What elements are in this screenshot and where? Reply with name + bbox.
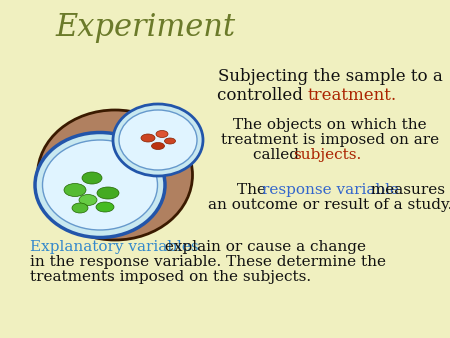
Text: called: called	[253, 148, 304, 162]
Text: Subjecting the sample to a: Subjecting the sample to a	[218, 68, 442, 85]
Text: treatments imposed on the subjects.: treatments imposed on the subjects.	[30, 270, 311, 284]
Ellipse shape	[72, 203, 88, 213]
Ellipse shape	[141, 134, 155, 142]
Ellipse shape	[119, 110, 197, 170]
Ellipse shape	[156, 130, 168, 138]
Ellipse shape	[165, 138, 176, 144]
Ellipse shape	[96, 202, 114, 212]
Text: Explanatory variables: Explanatory variables	[30, 240, 198, 254]
Text: controlled: controlled	[217, 87, 308, 104]
Ellipse shape	[152, 143, 165, 149]
Text: treatment is imposed on are: treatment is imposed on are	[221, 133, 439, 147]
Text: The: The	[237, 183, 271, 197]
Ellipse shape	[79, 194, 97, 206]
Ellipse shape	[42, 140, 158, 230]
Text: explain or cause a change: explain or cause a change	[160, 240, 366, 254]
Text: in the response variable. These determine the: in the response variable. These determin…	[30, 255, 386, 269]
Text: Experiment: Experiment	[55, 12, 235, 43]
Ellipse shape	[64, 184, 86, 196]
Text: The objects on which the: The objects on which the	[233, 118, 427, 132]
Ellipse shape	[35, 132, 165, 238]
Text: subjects.: subjects.	[293, 148, 361, 162]
Text: an outcome or result of a study.: an outcome or result of a study.	[208, 198, 450, 212]
Text: treatment.: treatment.	[308, 87, 397, 104]
Ellipse shape	[37, 110, 193, 240]
Text: response variable: response variable	[262, 183, 399, 197]
Ellipse shape	[82, 172, 102, 184]
Ellipse shape	[97, 187, 119, 199]
Text: measures: measures	[366, 183, 445, 197]
Ellipse shape	[113, 104, 203, 176]
